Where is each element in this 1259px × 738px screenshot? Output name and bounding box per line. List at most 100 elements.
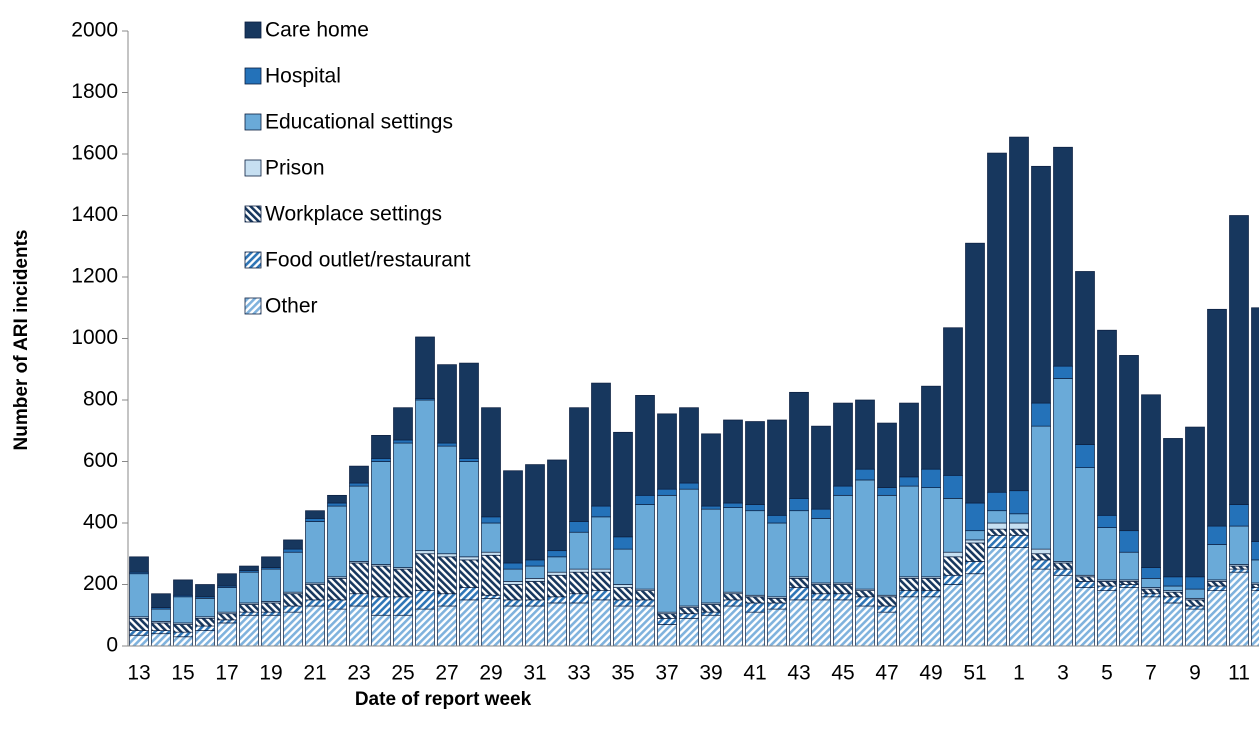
bar-segment bbox=[569, 593, 589, 604]
bar-segment bbox=[1163, 438, 1183, 578]
bar-segment bbox=[723, 593, 743, 601]
bar-segment bbox=[1163, 596, 1183, 604]
bar-segment bbox=[239, 614, 259, 647]
x-tick-label: 33 bbox=[567, 662, 590, 685]
bar-segment bbox=[855, 479, 875, 590]
bar-segment bbox=[547, 574, 567, 598]
bar-segment bbox=[767, 419, 787, 516]
bar-segment bbox=[415, 336, 435, 399]
bar-segment bbox=[1251, 541, 1259, 561]
bar-segment bbox=[437, 445, 457, 555]
bar-segment bbox=[415, 550, 435, 555]
bar-segment bbox=[173, 596, 193, 624]
legend-swatch bbox=[244, 251, 262, 269]
bar-segment bbox=[833, 593, 853, 601]
bar-segment bbox=[1075, 444, 1095, 468]
bar-segment bbox=[393, 442, 413, 568]
bar-segment bbox=[525, 605, 545, 647]
bar-segment bbox=[789, 587, 809, 601]
bar-segment bbox=[1185, 426, 1205, 578]
x-tick-label: 3 bbox=[1057, 662, 1069, 685]
bar-segment bbox=[481, 554, 501, 596]
bar-segment bbox=[327, 608, 347, 647]
x-tick-label: 19 bbox=[259, 662, 282, 685]
legend-label: Food outlet/restaurant bbox=[265, 249, 471, 272]
bar-segment bbox=[371, 461, 391, 565]
bar-segment bbox=[1075, 467, 1095, 576]
bar-segment bbox=[921, 487, 941, 578]
bar-segment bbox=[1185, 599, 1205, 607]
x-tick-label: 21 bbox=[303, 662, 326, 685]
bar-segment bbox=[1009, 522, 1029, 530]
bar-segment bbox=[1163, 585, 1183, 591]
bar-segment bbox=[789, 498, 809, 512]
y-tick-label: 200 bbox=[83, 572, 118, 595]
bar-segment bbox=[1207, 525, 1227, 545]
x-tick-label: 27 bbox=[435, 662, 458, 685]
bar-segment bbox=[1141, 596, 1161, 647]
bar-segment bbox=[261, 556, 281, 568]
bar-segment bbox=[129, 573, 149, 618]
bar-segment bbox=[701, 433, 721, 507]
bar-segment bbox=[261, 614, 281, 647]
bar-segment bbox=[613, 599, 633, 607]
bar-segment bbox=[613, 584, 633, 588]
bar-segment bbox=[1119, 551, 1139, 581]
bar-segment bbox=[1185, 608, 1205, 647]
bar-segment bbox=[657, 494, 677, 613]
bar-segment bbox=[459, 362, 479, 459]
bar-segment bbox=[1009, 136, 1029, 492]
bar-segment bbox=[547, 596, 567, 604]
y-tick-label: 1800 bbox=[71, 80, 118, 103]
bar-segment bbox=[745, 596, 765, 604]
bar-segment bbox=[1097, 585, 1117, 591]
x-tick-label: 39 bbox=[699, 662, 722, 685]
bar-segment bbox=[173, 624, 193, 633]
bar-segment bbox=[349, 485, 369, 562]
bar-segment bbox=[283, 611, 303, 647]
bar-segment bbox=[767, 608, 787, 647]
bar-segment bbox=[437, 556, 457, 595]
bar-segment bbox=[965, 561, 985, 575]
x-tick-label: 5 bbox=[1101, 662, 1113, 685]
bar-segment bbox=[1229, 568, 1249, 573]
bar-segment bbox=[899, 590, 919, 598]
bar-segment bbox=[635, 590, 655, 601]
bar-segment bbox=[1251, 590, 1259, 647]
bar-segment bbox=[1207, 590, 1227, 647]
bar-segment bbox=[591, 571, 611, 592]
bar-segment bbox=[481, 597, 501, 647]
bar-segment bbox=[965, 573, 985, 647]
bar-segment bbox=[613, 587, 633, 601]
bar-segment bbox=[459, 559, 479, 588]
bar-segment bbox=[635, 504, 655, 590]
bar-segment bbox=[327, 502, 347, 507]
bar-segment bbox=[283, 593, 303, 607]
bar-segment bbox=[1031, 425, 1051, 550]
bar-segment bbox=[1185, 588, 1205, 599]
bar-segment bbox=[239, 565, 259, 572]
x-tick-label: 17 bbox=[215, 662, 238, 685]
bar-segment bbox=[371, 565, 391, 598]
bar-segment bbox=[503, 470, 523, 564]
bar-segment bbox=[591, 505, 611, 518]
bar-segment bbox=[503, 581, 523, 585]
bar-segment bbox=[1141, 567, 1161, 579]
bar-segment bbox=[195, 584, 215, 598]
bar-segment bbox=[327, 494, 347, 504]
bar-segment bbox=[701, 614, 721, 647]
bar-segment bbox=[855, 468, 875, 481]
bar-segment bbox=[591, 382, 611, 507]
bar-segment bbox=[635, 599, 655, 607]
y-axis-title: Number of ARI incidents bbox=[11, 230, 32, 451]
bar-segment bbox=[525, 559, 545, 567]
bar-segment bbox=[1185, 576, 1205, 590]
bar-segment bbox=[437, 593, 457, 607]
bar-segment bbox=[943, 584, 963, 647]
bar-segment bbox=[1097, 527, 1117, 581]
bar-segment bbox=[811, 508, 831, 519]
y-tick-label: 1400 bbox=[71, 203, 118, 226]
bar-segment bbox=[1009, 534, 1029, 548]
bar-segment bbox=[305, 584, 325, 601]
bar-segment bbox=[569, 602, 589, 647]
